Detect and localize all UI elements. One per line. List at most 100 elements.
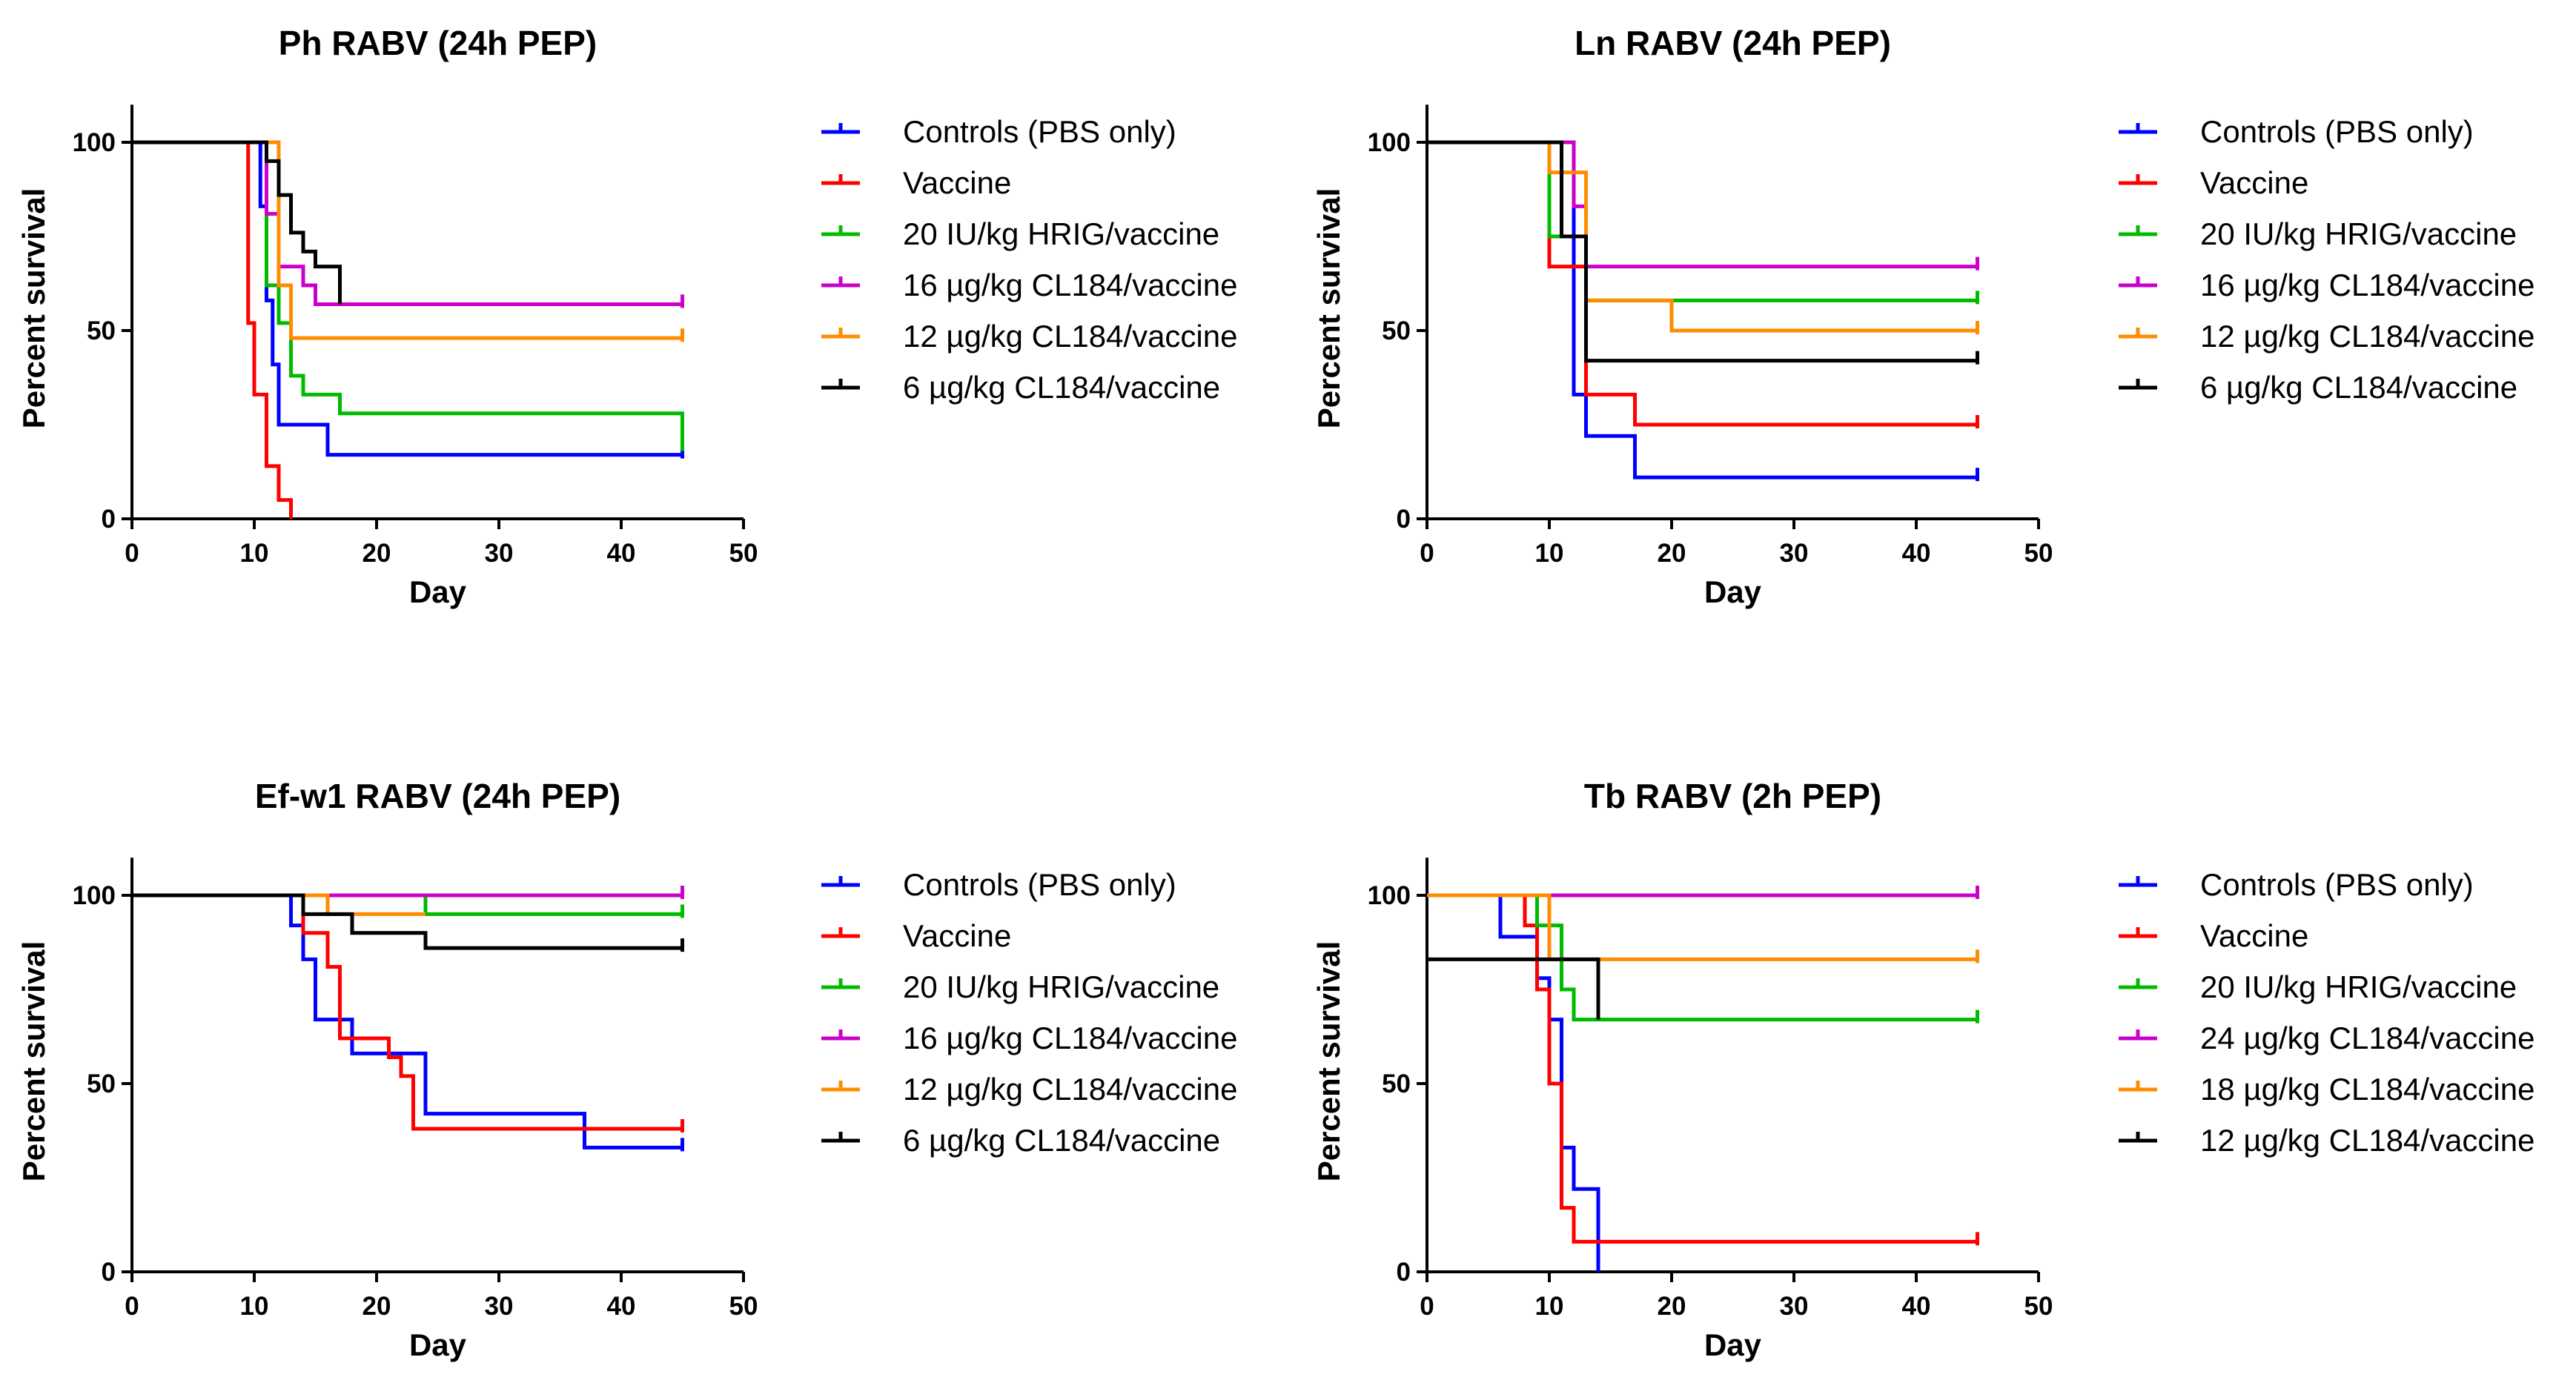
x-tick-label: 30 [1780, 539, 1809, 568]
y-axis-label: Percent survival [16, 941, 51, 1182]
survival-curve-series-6 [1427, 957, 1600, 1020]
x-tick-label: 50 [2024, 539, 2053, 568]
legend-entry: 16 µg/kg CL184/vaccine [903, 268, 1237, 302]
y-tick-label: 100 [73, 128, 116, 157]
x-tick-label: 50 [729, 1292, 758, 1321]
survival-curve-series-3 [1427, 893, 1978, 1022]
survival-curve-series-5 [1427, 893, 1978, 961]
survival-curve-series-5 [132, 140, 683, 340]
survival-curve-series-1 [1427, 140, 1978, 480]
x-tick-label: 40 [1902, 539, 1931, 568]
survival-curve-series-5 [132, 893, 426, 916]
x-tick-label: 20 [362, 539, 391, 568]
x-tick-label: 40 [1902, 1292, 1931, 1321]
legend-entry: Controls (PBS only) [903, 867, 1176, 902]
legend-entry: Vaccine [2200, 918, 2308, 953]
y-axis-label: Percent survival [16, 188, 51, 429]
x-tick-label: 10 [240, 539, 269, 568]
legend-entry: 20 IU/kg HRIG/vaccine [2200, 216, 2517, 251]
legend: Controls (PBS only) Vaccine 20 IU/kg HRIG/… [2119, 867, 2534, 1158]
y-tick-label: 100 [1368, 881, 1411, 910]
survival-curve-series-6 [132, 140, 342, 305]
survival-curve-series-5 [1427, 140, 1978, 333]
legend-entry: Vaccine [2200, 165, 2308, 200]
survival-curve-series-3 [132, 893, 683, 916]
legend-entry: 6 µg/kg CL184/vaccine [2200, 370, 2517, 405]
legend-entry: 12 µg/kg CL184/vaccine [903, 1072, 1237, 1107]
chart-panel-2: Ln RABV (24h PEP) 0 50 100 0 10 20 30 40 50 Day Per… [1311, 24, 2534, 609]
x-axis-label: Day [409, 1327, 467, 1362]
survival-curve-series-3 [1427, 140, 1978, 302]
legend: Controls (PBS only) Vaccine 20 IU/kg HRIG/… [821, 867, 1237, 1158]
x-tick-label: 30 [485, 539, 514, 568]
survival-curve-series-1 [132, 893, 683, 1150]
legend-entry: 6 µg/kg CL184/vaccine [903, 1123, 1220, 1158]
survival-curve-series-2 [132, 893, 683, 1131]
x-tick-label: 20 [1658, 539, 1686, 568]
x-tick-label: 20 [362, 1292, 391, 1321]
legend-entry: 16 µg/kg CL184/vaccine [2200, 268, 2534, 302]
legend-entry: 16 µg/kg CL184/vaccine [903, 1021, 1237, 1055]
legend-entry: Controls (PBS only) [2200, 114, 2474, 149]
survival-curve-series-2 [1427, 893, 1978, 1244]
chart-title: Ef-w1 RABV (24h PEP) [255, 777, 620, 815]
legend-entry: Vaccine [903, 918, 1011, 953]
y-tick-label: 50 [1382, 316, 1411, 345]
x-axis-label: Day [1704, 1327, 1762, 1362]
x-tick-label: 10 [1535, 539, 1564, 568]
survival-curve-series-3 [132, 140, 684, 448]
chart-title: Tb RABV (2h PEP) [1584, 777, 1881, 815]
chart-panel-4: Tb RABV (2h PEP) 0 50 100 0 10 20 30 40 50 Day Perc… [1311, 777, 2534, 1362]
survival-curve-series-2 [1427, 140, 1978, 427]
y-tick-label: 0 [102, 505, 116, 534]
y-axis-label: Percent survival [1311, 941, 1346, 1182]
survival-curve-series-4 [132, 140, 683, 306]
y-tick-label: 0 [1397, 1258, 1411, 1287]
legend-entry: Controls (PBS only) [903, 114, 1176, 149]
x-tick-label: 0 [125, 1292, 139, 1321]
legend-entry: 20 IU/kg HRIG/vaccine [2200, 969, 2517, 1004]
x-tick-label: 50 [2024, 1292, 2053, 1321]
legend-entry: Vaccine [903, 165, 1011, 200]
legend-entry: Controls (PBS only) [2200, 867, 2474, 902]
x-axis-label: Day [1704, 574, 1762, 609]
y-tick-label: 0 [1397, 505, 1411, 534]
legend-entry: 20 IU/kg HRIG/vaccine [903, 216, 1219, 251]
x-tick-label: 0 [1420, 1292, 1434, 1321]
y-tick-label: 100 [1368, 128, 1411, 157]
x-tick-label: 0 [1420, 539, 1434, 568]
x-tick-label: 40 [607, 539, 636, 568]
survival-curve-series-6 [1427, 140, 1978, 363]
legend-entry: 12 µg/kg CL184/vaccine [903, 319, 1237, 354]
chart-title: Ph RABV (24h PEP) [279, 24, 597, 62]
x-axis-label: Day [409, 574, 467, 609]
legend: Controls (PBS only) Vaccine 20 IU/kg HRIG/… [2119, 114, 2534, 405]
chart-panel-3: Ef-w1 RABV (24h PEP) 0 50 100 0 10 20 30 40 50 Day… [16, 777, 1237, 1362]
chart-panel-1: Ph RABV (24h PEP) 0 50 100 0 10 20 30 40 50 Day Per… [16, 24, 1237, 609]
legend-entry: 12 µg/kg CL184/vaccine [2200, 319, 2534, 354]
x-tick-label: 40 [607, 1292, 636, 1321]
x-tick-label: 30 [485, 1292, 514, 1321]
y-tick-label: 100 [73, 881, 116, 910]
chart-title: Ln RABV (24h PEP) [1575, 24, 1891, 62]
legend-entry: 20 IU/kg HRIG/vaccine [903, 969, 1219, 1004]
y-axis-label: Percent survival [1311, 188, 1346, 429]
x-tick-label: 10 [240, 1292, 269, 1321]
y-tick-label: 50 [87, 316, 116, 345]
x-tick-label: 0 [125, 539, 139, 568]
legend-entry: 6 µg/kg CL184/vaccine [903, 370, 1220, 405]
y-tick-label: 0 [102, 1258, 116, 1287]
survival-curve-series-1 [132, 140, 683, 457]
survival-curve-series-4 [1427, 140, 1978, 269]
legend-entry: 18 µg/kg CL184/vaccine [2200, 1072, 2534, 1107]
legend-entry: 24 µg/kg CL184/vaccine [2200, 1021, 2534, 1055]
x-tick-label: 10 [1535, 1292, 1564, 1321]
y-tick-label: 50 [87, 1069, 116, 1098]
x-tick-label: 50 [729, 539, 758, 568]
x-tick-label: 20 [1658, 1292, 1686, 1321]
legend: Controls (PBS only) Vaccine 20 IU/kg HRIG/… [821, 114, 1237, 405]
x-tick-label: 30 [1780, 1292, 1809, 1321]
y-tick-label: 50 [1382, 1069, 1411, 1098]
legend-entry: 12 µg/kg CL184/vaccine [2200, 1123, 2534, 1158]
